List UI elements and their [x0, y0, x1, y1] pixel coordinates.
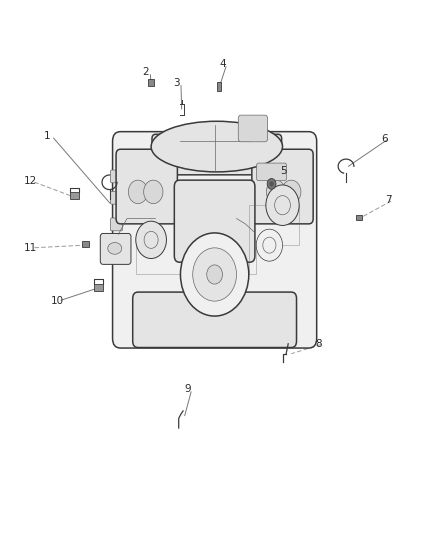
Circle shape — [256, 229, 283, 261]
FancyBboxPatch shape — [252, 149, 313, 224]
Circle shape — [180, 233, 249, 316]
Circle shape — [144, 180, 163, 204]
Text: 4: 4 — [219, 59, 226, 69]
Bar — [148, 79, 154, 86]
Circle shape — [207, 265, 223, 284]
Text: 8: 8 — [315, 339, 322, 349]
FancyBboxPatch shape — [174, 180, 255, 262]
Ellipse shape — [108, 243, 122, 254]
Circle shape — [267, 179, 276, 189]
Circle shape — [193, 248, 237, 301]
Text: 6: 6 — [381, 134, 388, 143]
FancyBboxPatch shape — [238, 115, 268, 142]
Circle shape — [269, 181, 274, 187]
Text: 1: 1 — [44, 131, 50, 141]
Circle shape — [128, 180, 148, 204]
FancyBboxPatch shape — [110, 170, 123, 183]
FancyBboxPatch shape — [100, 233, 131, 264]
Bar — [70, 192, 79, 199]
Circle shape — [282, 180, 301, 204]
FancyBboxPatch shape — [116, 149, 177, 224]
Bar — [216, 82, 221, 91]
FancyBboxPatch shape — [110, 218, 123, 231]
FancyBboxPatch shape — [113, 132, 317, 348]
Bar — [356, 215, 362, 220]
Bar — [94, 284, 103, 291]
Text: 11: 11 — [24, 243, 37, 253]
Circle shape — [266, 185, 299, 225]
Circle shape — [266, 180, 286, 204]
Text: 12: 12 — [24, 176, 37, 186]
Bar — [81, 241, 89, 247]
Circle shape — [136, 221, 166, 259]
Text: 9: 9 — [184, 384, 191, 394]
Text: 3: 3 — [173, 78, 180, 87]
Text: 2: 2 — [142, 67, 149, 77]
FancyBboxPatch shape — [110, 191, 123, 204]
Text: 5: 5 — [280, 166, 287, 175]
FancyBboxPatch shape — [257, 163, 286, 181]
FancyBboxPatch shape — [152, 134, 282, 175]
Ellipse shape — [151, 122, 283, 172]
FancyBboxPatch shape — [133, 292, 297, 348]
Text: 10: 10 — [50, 296, 64, 306]
Text: 7: 7 — [385, 195, 392, 205]
